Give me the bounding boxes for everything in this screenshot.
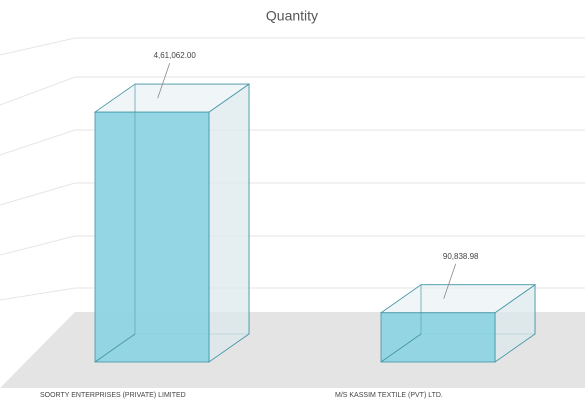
- bar-inner-edge: [94, 333, 136, 363]
- bar-inner-edge: [380, 333, 422, 363]
- bar: [94, 111, 210, 363]
- back-wall-grid: [0, 37, 585, 301]
- chart-title: Quantity: [266, 8, 318, 24]
- value-label: 90,838.98: [443, 252, 479, 261]
- x-tick-label: M/S KASSIM TEXTILE (PVT) LTD.: [335, 392, 443, 399]
- value-label: 4,61,062.00: [154, 51, 197, 60]
- label-leader: [443, 263, 457, 299]
- label-leader: [157, 62, 171, 99]
- x-tick-label: SOORTY ENTERPRISES (PRIVATE) LIMITED: [40, 392, 186, 399]
- bar: [380, 312, 496, 363]
- bar-side: [208, 83, 250, 363]
